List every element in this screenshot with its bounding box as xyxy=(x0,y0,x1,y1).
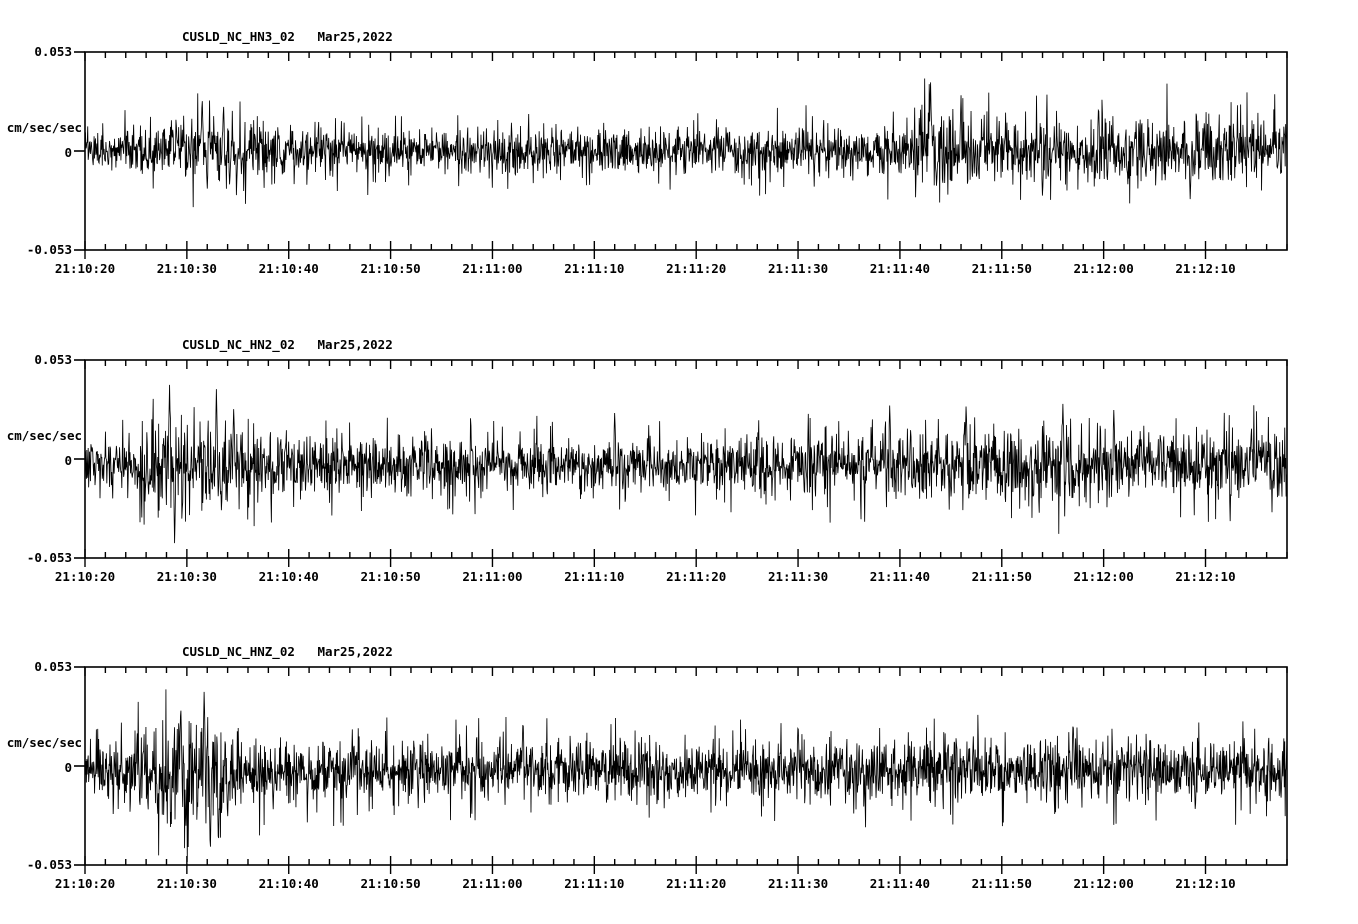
xtick-label: 21:11:00 xyxy=(462,876,523,891)
yaxis-units-label-hnz: cm/sec/sec xyxy=(6,735,82,750)
xtick-label: 21:11:50 xyxy=(971,569,1032,584)
plot-area-hnz xyxy=(74,666,1288,874)
xtick-label: 21:10:40 xyxy=(258,569,319,584)
xtick-label: 21:12:00 xyxy=(1073,876,1134,891)
xtick-label: 21:11:30 xyxy=(767,261,829,276)
xtick-label: 21:11:10 xyxy=(564,261,625,276)
xtick-label: 21:11:50 xyxy=(971,876,1032,891)
ytick-label-min-hn3: -0.053 xyxy=(26,242,72,257)
xtick-label: 21:11:00 xyxy=(462,569,523,584)
xtick-label: 21:10:40 xyxy=(258,261,319,276)
xtick-label: 21:11:00 xyxy=(462,261,523,276)
xtick-label: 21:11:40 xyxy=(869,876,931,891)
panel-hn3: CUSLD_NC_HN3_02 Mar25,2022 0.053 cm/sec/… xyxy=(0,0,1358,300)
xtick-label: 21:11:10 xyxy=(564,876,625,891)
xtick-label: 21:11:20 xyxy=(666,261,727,276)
ytick-label-min-hnz: -0.053 xyxy=(26,857,72,872)
xtick-label: 21:10:30 xyxy=(156,261,217,276)
ytick-label-zero-hnz: 0 xyxy=(64,760,72,775)
xtick-label: 21:11:30 xyxy=(767,876,829,891)
xtick-label: 21:10:20 xyxy=(54,261,116,276)
xtick-label: 21:11:40 xyxy=(869,569,931,584)
panel-hn2: CUSLD_NC_HN2_02 Mar25,2022 0.053 cm/sec/… xyxy=(0,308,1358,608)
xtick-label: 21:10:30 xyxy=(156,876,217,891)
xtick-label: 21:12:00 xyxy=(1073,261,1134,276)
xtick-label: 21:10:50 xyxy=(360,876,421,891)
panel-title-hnz: CUSLD_NC_HNZ_02 Mar25,2022 xyxy=(182,644,393,659)
xtick-label: 21:11:10 xyxy=(564,569,625,584)
xtick-label: 21:10:50 xyxy=(360,261,421,276)
xtick-label: 21:10:40 xyxy=(258,876,319,891)
xtick-label: 21:11:40 xyxy=(869,261,931,276)
xtick-label: 21:12:00 xyxy=(1073,569,1134,584)
xtick-label: 21:11:20 xyxy=(666,876,727,891)
xtick-label: 21:12:10 xyxy=(1175,569,1236,584)
ytick-label-min-hn2: -0.053 xyxy=(26,550,72,565)
plot-area-hn3 xyxy=(74,51,1288,259)
xtick-label: 21:11:50 xyxy=(971,261,1032,276)
xtick-label: 21:11:20 xyxy=(666,569,727,584)
ytick-label-zero-hn2: 0 xyxy=(64,453,72,468)
panel-hnz: CUSLD_NC_HNZ_02 Mar25,2022 0.053 cm/sec/… xyxy=(0,615,1358,915)
xtick-label: 21:10:30 xyxy=(156,569,217,584)
ytick-label-max-hn3: 0.053 xyxy=(34,44,72,59)
plot-area-hn2 xyxy=(74,359,1288,567)
ytick-label-max-hn2: 0.053 xyxy=(34,352,72,367)
ytick-label-zero-hn3: 0 xyxy=(64,145,72,160)
yaxis-units-label-hn2: cm/sec/sec xyxy=(6,428,82,443)
xtick-label: 21:10:50 xyxy=(360,569,421,584)
xtick-label: 21:10:20 xyxy=(54,876,116,891)
yaxis-units-label-hn3: cm/sec/sec xyxy=(6,120,82,135)
xtick-label: 21:12:10 xyxy=(1175,876,1236,891)
panel-title-hn3: CUSLD_NC_HN3_02 Mar25,2022 xyxy=(182,29,393,44)
xtick-label: 21:11:30 xyxy=(767,569,829,584)
ytick-label-max-hnz: 0.053 xyxy=(34,659,72,674)
xtick-label: 21:10:20 xyxy=(54,569,116,584)
xtick-label: 21:12:10 xyxy=(1175,261,1236,276)
panel-title-hn2: CUSLD_NC_HN2_02 Mar25,2022 xyxy=(182,337,393,352)
